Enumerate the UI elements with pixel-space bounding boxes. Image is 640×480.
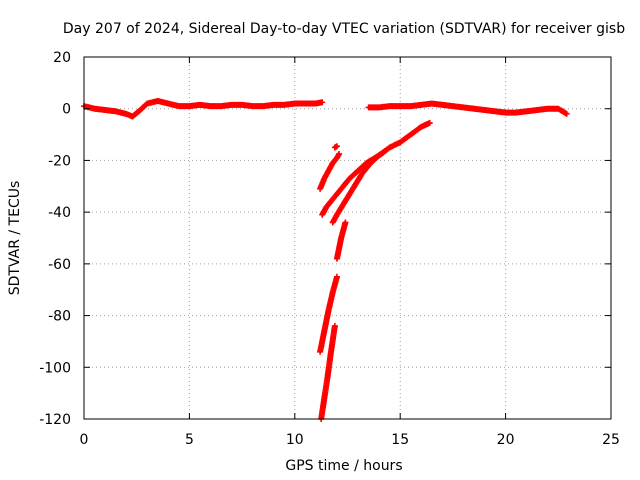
y-tick-label: -60 [48, 257, 71, 273]
x-tick-label: 20 [497, 432, 515, 448]
x-tick-label: 15 [391, 432, 409, 448]
y-tick-label: 20 [53, 50, 71, 66]
data-points [81, 97, 570, 422]
x-axis-label: GPS time / hours [285, 458, 402, 474]
plot-frame [83, 56, 612, 420]
y-tick-label: -120 [39, 412, 71, 428]
axis-ticks [83, 56, 612, 420]
data-point [333, 273, 340, 280]
data-point [331, 322, 338, 329]
x-tick-label: 5 [185, 432, 194, 448]
chart-title: Day 207 of 2024, Sidereal Day-to-day VTE… [63, 21, 625, 37]
y-tick-label: 0 [62, 102, 71, 118]
data-point [426, 119, 433, 126]
data-point [342, 219, 349, 226]
grid-lines [84, 57, 611, 419]
data-point [336, 150, 343, 157]
y-axis-label: SDTVAR / TECUs [7, 181, 23, 296]
y-tick-labels: 20 0 -20 -40 -60 -80 -100 -120 [39, 50, 71, 428]
y-tick-label: -20 [48, 153, 71, 169]
x-tick-label: 10 [286, 432, 304, 448]
y-tick-label: -80 [48, 309, 71, 325]
x-tick-labels: 0 5 10 15 20 25 [80, 432, 620, 448]
y-tick-label: -40 [48, 205, 71, 221]
data-point [319, 99, 326, 106]
y-tick-label: -100 [39, 360, 71, 376]
data-point [563, 110, 570, 117]
x-tick-label: 25 [602, 432, 620, 448]
x-tick-label: 0 [80, 432, 89, 448]
data-point [333, 143, 340, 150]
